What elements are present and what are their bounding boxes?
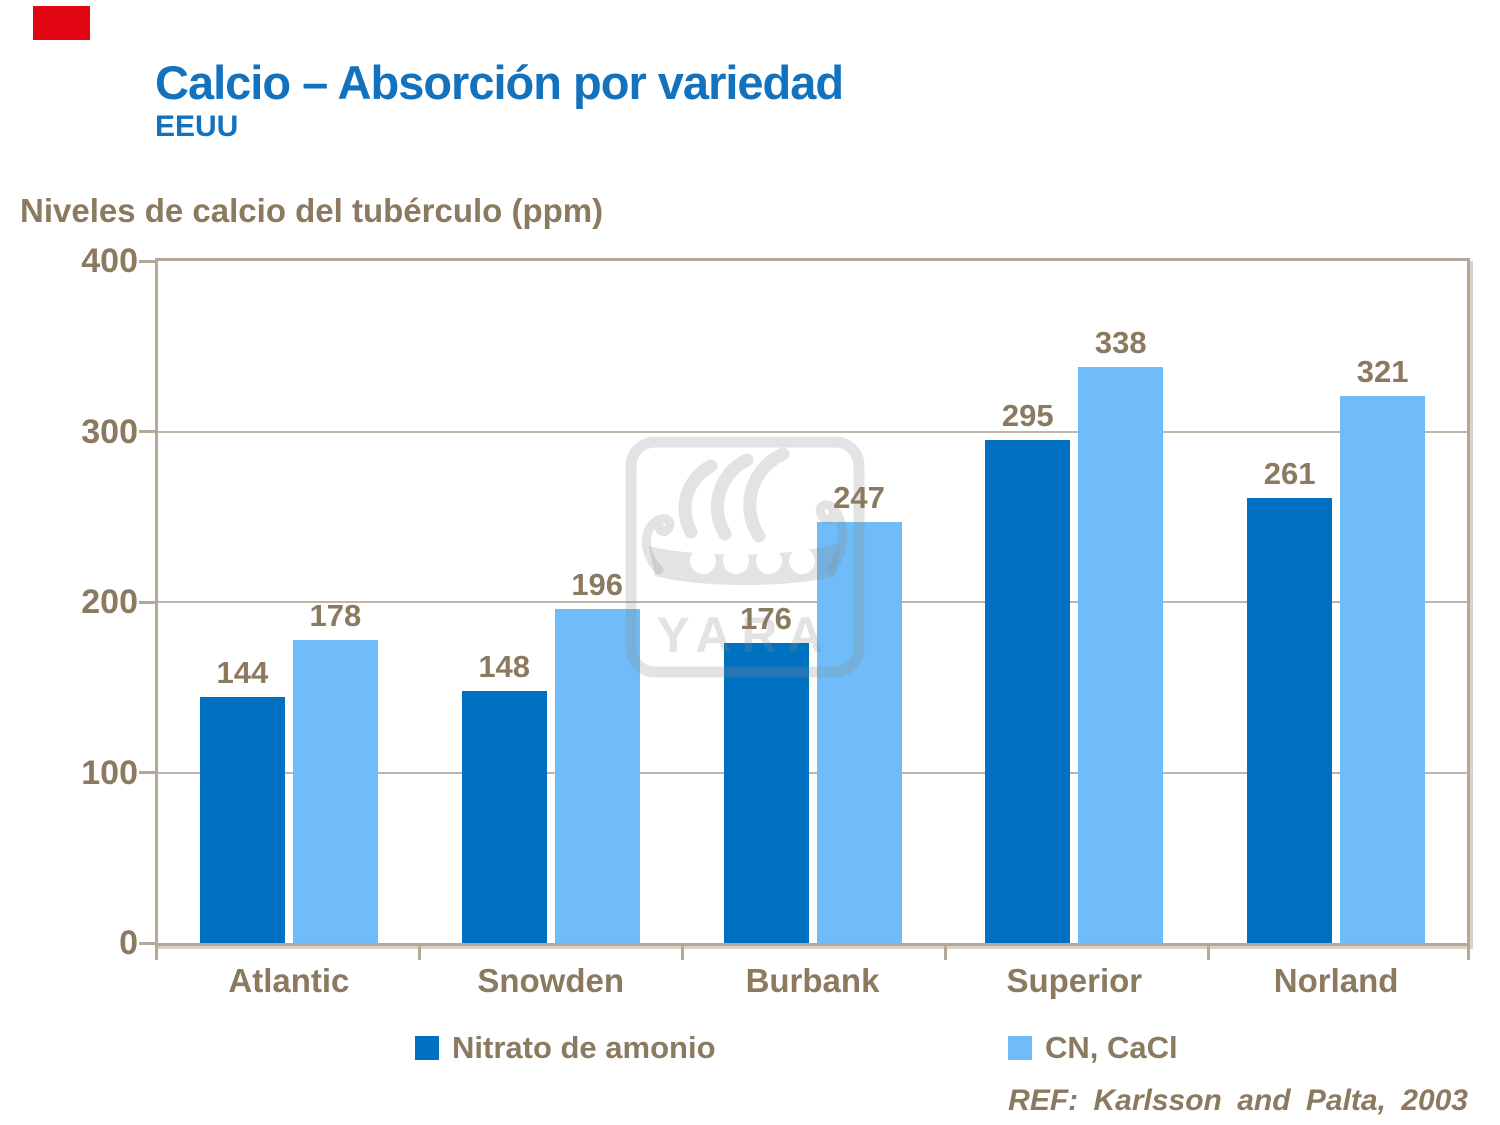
bar-series1 <box>199 697 285 943</box>
gridline <box>158 601 1467 603</box>
x-tick-mark <box>681 946 684 960</box>
bar-series2 <box>1340 395 1426 943</box>
watermark-text: YARA <box>656 607 833 663</box>
category-label: Superior <box>1006 962 1143 999</box>
bar-value-label: 148 <box>478 648 531 684</box>
bar-value-label: 321 <box>1356 353 1409 389</box>
bar-series2 <box>816 521 902 943</box>
y-tick-mark <box>139 430 155 433</box>
bar-series2 <box>554 608 640 943</box>
bar-value-label: 196 <box>571 566 624 602</box>
category-label: Burbank <box>745 962 880 999</box>
gridline <box>158 430 1467 433</box>
legend-item-series1: Nitrato de amonio <box>415 1030 716 1066</box>
x-tick-mark <box>418 946 421 960</box>
bar-series2 <box>1078 366 1164 943</box>
chart-axis-title: Niveles de calcio del tubérculo (ppm) <box>20 192 604 229</box>
y-tick-label: 200 <box>81 583 138 621</box>
slide-title: Calcio – Absorción por variedad <box>155 56 844 109</box>
legend-label-series1: Nitrato de amonio <box>452 1030 716 1065</box>
bar-value-label: 261 <box>1263 455 1316 491</box>
y-tick-label: 0 <box>119 924 138 962</box>
watermark-ship-hull-icon <box>649 542 841 585</box>
bar-series1 <box>723 642 809 943</box>
legend: Nitrato de amonio CN, CaCl <box>0 1030 1500 1080</box>
x-tick-mark <box>944 946 947 960</box>
y-tick-label: 400 <box>81 242 138 280</box>
legend-swatch-series1 <box>415 1036 439 1060</box>
y-tick-mark <box>139 600 155 604</box>
x-tick-mark <box>155 946 158 960</box>
bar-value-label: 178 <box>309 597 362 633</box>
y-tick-label: 100 <box>81 753 138 792</box>
y-tick-label: 300 <box>81 412 138 451</box>
bar-series2 <box>292 639 378 943</box>
slide-subtitle: EEUU <box>155 110 239 143</box>
bar-value-label: 295 <box>1001 398 1054 434</box>
x-tick-mark <box>1467 946 1470 960</box>
y-tick-mark <box>139 771 155 774</box>
gridline <box>158 771 1467 774</box>
red-corner-marker <box>33 6 90 40</box>
category-label: Snowden <box>477 962 625 999</box>
bar-series1 <box>1247 497 1333 943</box>
yara-watermark: YARA <box>625 436 865 678</box>
watermark-ship-sails-icon <box>641 447 848 575</box>
y-tick-mark <box>139 259 155 263</box>
plot-area <box>155 258 1470 946</box>
watermark-frame <box>625 436 865 678</box>
bar-value-label: 144 <box>216 655 269 691</box>
bar-value-label: 338 <box>1094 324 1147 360</box>
legend-item-series2: CN, CaCl <box>1008 1030 1178 1066</box>
bar-series1 <box>461 690 547 943</box>
bar-value-label: 176 <box>740 600 792 636</box>
reference-text: REF: Karlsson and Palta, 2003 <box>1008 1084 1468 1117</box>
category-label: Atlantic <box>228 962 350 999</box>
bar-series1 <box>985 440 1071 943</box>
legend-swatch-series2 <box>1008 1036 1032 1060</box>
legend-label-series2: CN, CaCl <box>1045 1030 1178 1065</box>
y-tick-mark <box>139 941 155 945</box>
bar-value-label: 247 <box>833 479 885 515</box>
x-tick-mark <box>1207 946 1210 960</box>
category-label: Norland <box>1273 962 1399 999</box>
